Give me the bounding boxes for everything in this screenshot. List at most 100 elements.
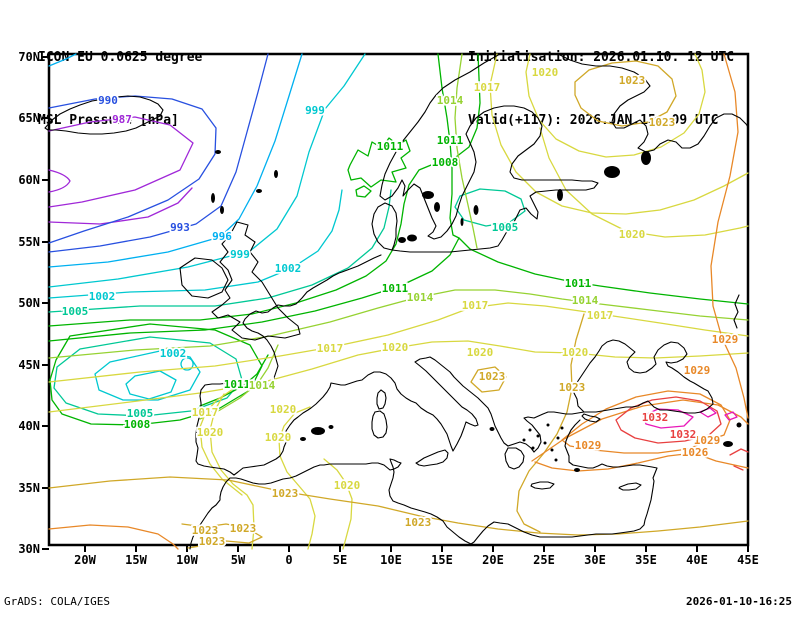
coastline-path xyxy=(530,481,555,490)
island-or-lake xyxy=(422,191,434,199)
island-or-lake xyxy=(543,441,547,445)
coastline-path xyxy=(189,419,658,550)
isobar-line xyxy=(437,53,460,239)
isobar-line xyxy=(181,523,263,549)
island-or-lake xyxy=(574,468,580,472)
isobar-line xyxy=(48,53,366,288)
contour-label: 1011 xyxy=(382,282,409,295)
island-or-lake xyxy=(641,151,651,165)
coastline-path xyxy=(371,410,388,439)
isobar-line xyxy=(180,357,194,371)
island-or-lake xyxy=(531,446,535,450)
isobar-line xyxy=(355,185,372,198)
contour-label: 1020 xyxy=(562,346,589,359)
lat-tick-label: 55N xyxy=(18,235,40,249)
coastline-path xyxy=(376,389,387,410)
contour-label: 1014 xyxy=(437,94,464,107)
isobar-line xyxy=(53,336,243,417)
lon-tick-label: 40E xyxy=(686,553,708,567)
isobar-line xyxy=(642,408,694,429)
isobar-line xyxy=(278,406,316,550)
coastline-path xyxy=(415,449,449,467)
island-or-lake xyxy=(215,150,221,154)
island-or-lake xyxy=(300,437,306,441)
grads-credit: GrADS: COLA/IGES xyxy=(4,595,110,608)
lat-tick-label: 30N xyxy=(18,542,40,556)
island-or-lake xyxy=(546,423,550,427)
contour-label: 1017 xyxy=(192,406,219,419)
contour-label: 1023 xyxy=(649,116,676,129)
contour-label: 999 xyxy=(305,104,325,117)
coastline-path xyxy=(44,95,164,135)
contour-label: 1020 xyxy=(382,341,409,354)
coastline-path xyxy=(379,53,599,253)
contour-label: 1023 xyxy=(272,487,299,500)
coastline-path xyxy=(179,257,229,299)
isobar-line xyxy=(615,396,722,444)
coastline-path xyxy=(733,294,740,329)
contour-label: 990 xyxy=(98,94,118,107)
axis-labels: 70N 65N 60N 55N 50N 45N 40N 35N 30N 20W 15W 10W 5W 0 5… xyxy=(18,50,759,567)
island-or-lake xyxy=(398,237,406,243)
coastline-path xyxy=(581,413,601,423)
lon-tick-label: 15E xyxy=(431,553,453,567)
contour-label: 1017 xyxy=(317,342,344,355)
isobar-line xyxy=(48,189,343,299)
isobar-line xyxy=(48,237,749,342)
coastline-path xyxy=(195,254,509,476)
isobar-labels: 9909879939969999991002100210021005100510… xyxy=(60,64,740,550)
isobar-line xyxy=(574,60,677,127)
isobar-line xyxy=(470,366,507,393)
island-or-lake xyxy=(528,428,532,432)
contour-label: 1023 xyxy=(619,74,646,87)
isobar-line xyxy=(48,524,179,550)
contour-label: 1029 xyxy=(694,434,721,447)
island-or-lake xyxy=(554,458,558,462)
lon-tick-label: 20E xyxy=(482,553,504,567)
isobar-line xyxy=(48,476,749,536)
contour-label: 1029 xyxy=(712,333,739,346)
isobar-line xyxy=(454,188,526,227)
coastlines xyxy=(44,53,749,550)
isobar-line xyxy=(525,53,706,158)
contour-label: 1017 xyxy=(462,299,489,312)
contour-label: 1008 xyxy=(124,418,151,431)
island-or-lake xyxy=(407,234,417,242)
contour-label: 1014 xyxy=(249,379,276,392)
isobars xyxy=(48,53,749,550)
contour-label: 1026 xyxy=(682,446,709,459)
contour-label: 1032 xyxy=(670,428,697,441)
isobar-line xyxy=(724,411,738,421)
lat-tick-label: 35N xyxy=(18,481,40,495)
contour-label: 1020 xyxy=(619,228,646,241)
contour-label: 999 xyxy=(230,248,250,261)
island-or-lake xyxy=(723,441,733,447)
contour-label: 1023 xyxy=(199,535,226,548)
isobar-line xyxy=(531,399,749,462)
contour-label: 1005 xyxy=(492,221,519,234)
isobar-line xyxy=(489,53,749,215)
lat-tick-label: 40N xyxy=(18,419,40,433)
contour-label: 987 xyxy=(112,113,132,126)
isobar-line xyxy=(48,95,217,244)
lat-tick-label: 50N xyxy=(18,296,40,310)
contour-label: 1008 xyxy=(432,156,459,169)
isobar-line xyxy=(48,53,303,268)
lon-tick-label: 35E xyxy=(635,553,657,567)
lon-tick-label: 30E xyxy=(584,553,606,567)
contour-label: 1005 xyxy=(127,407,154,420)
island-or-lake xyxy=(536,434,540,438)
contour-label: 1017 xyxy=(587,309,614,322)
contour-label: 1029 xyxy=(575,439,602,452)
isobar-line xyxy=(733,465,744,471)
island-or-lake xyxy=(736,422,742,428)
lon-tick-label: 45E xyxy=(737,553,759,567)
island-or-lake xyxy=(604,166,620,178)
contour-label: 1002 xyxy=(275,262,302,275)
contour-label: 1020 xyxy=(197,426,224,439)
isobar-line xyxy=(48,53,269,253)
coastline-path xyxy=(504,447,525,470)
contour-label: 1020 xyxy=(270,403,297,416)
island-or-lake xyxy=(211,193,215,203)
